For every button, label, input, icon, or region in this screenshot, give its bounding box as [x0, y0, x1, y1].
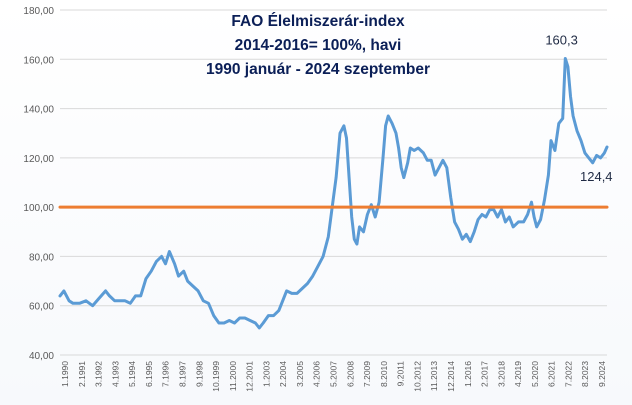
x-tick-label: 9.2011	[396, 361, 406, 387]
x-tick-label: 6.1995	[144, 361, 154, 387]
x-tick-label: 3.1992	[94, 361, 104, 387]
x-tick-label: 8.1997	[177, 361, 187, 387]
x-tick-label: 10.1999	[211, 361, 221, 392]
x-tick-label: 11.2013	[429, 361, 439, 391]
x-tick-label: 4.2006	[312, 361, 322, 387]
annotations: 160,3 124,4	[545, 33, 612, 184]
x-tick-label: 12.2014	[446, 361, 456, 392]
x-tick-label: 9.1998	[194, 361, 204, 387]
y-tick-label: 60,00	[29, 302, 54, 313]
x-tick-label: 8.2023	[580, 361, 590, 387]
y-tick-label: 180,00	[23, 6, 54, 17]
x-tick-label: 1.2016	[463, 361, 473, 387]
x-tick-label: 5.2020	[530, 361, 540, 387]
x-tick-label: 2.2004	[278, 361, 288, 387]
y-tick-label: 120,00	[23, 154, 54, 165]
x-tick-label: 7.1996	[161, 361, 171, 387]
x-tick-label: 8.2010	[379, 361, 389, 387]
title-line-2: 2014-2016= 100%, havi	[235, 37, 402, 54]
x-tick-label: 10.2012	[412, 361, 422, 392]
x-tick-label: 6.2021	[547, 361, 557, 387]
x-tick-label: 1.2003	[261, 361, 271, 387]
y-tick-label: 40,00	[29, 351, 54, 362]
chart-title: FAO Élelmiszerár-index 2014-2016= 100%, …	[206, 13, 430, 78]
y-axis-ticks: 40,00 60,00 80,00 100,00 120,00 140,00 160,00 1…	[23, 6, 54, 362]
x-tick-label: 9.2024	[597, 361, 607, 387]
series-line-food-price-index	[58, 57, 609, 330]
y-tick-label: 140,00	[23, 105, 54, 116]
y-tick-label: 160,00	[23, 55, 54, 66]
x-tick-label: 6.2008	[345, 361, 355, 387]
x-tick-label: 3.2005	[295, 361, 305, 387]
x-tick-label: 4.2019	[513, 361, 523, 387]
x-tick-label: 5.2007	[329, 361, 339, 387]
x-tick-label: 7.2009	[362, 361, 372, 387]
x-tick-label: 2.1991	[77, 361, 87, 387]
x-tick-label: 12.2001	[245, 361, 255, 392]
title-line-3: 1990 január - 2024 szeptember	[206, 61, 430, 78]
x-tick-label: 7.2022	[563, 361, 573, 387]
x-tick-label: 2.2017	[480, 361, 490, 387]
x-tick-label: 5.1994	[127, 361, 137, 387]
annotation-peak: 160,3	[545, 33, 578, 48]
y-tick-label: 100,00	[23, 203, 54, 214]
title-line-1: FAO Élelmiszerár-index	[231, 13, 405, 30]
y-tick-label: 80,00	[29, 252, 54, 263]
annotation-latest: 124,4	[580, 169, 613, 184]
x-tick-label: 3.2018	[496, 361, 506, 387]
series-layer	[58, 57, 609, 330]
x-tick-label: 11.2000	[228, 361, 238, 391]
x-axis-ticks: 1.1990 2.1991 3.1992 4.1993 5.1994 6.1995 7.19…	[60, 361, 607, 392]
x-tick-label: 4.1993	[110, 361, 120, 387]
x-tick-label: 1.1990	[60, 361, 70, 387]
